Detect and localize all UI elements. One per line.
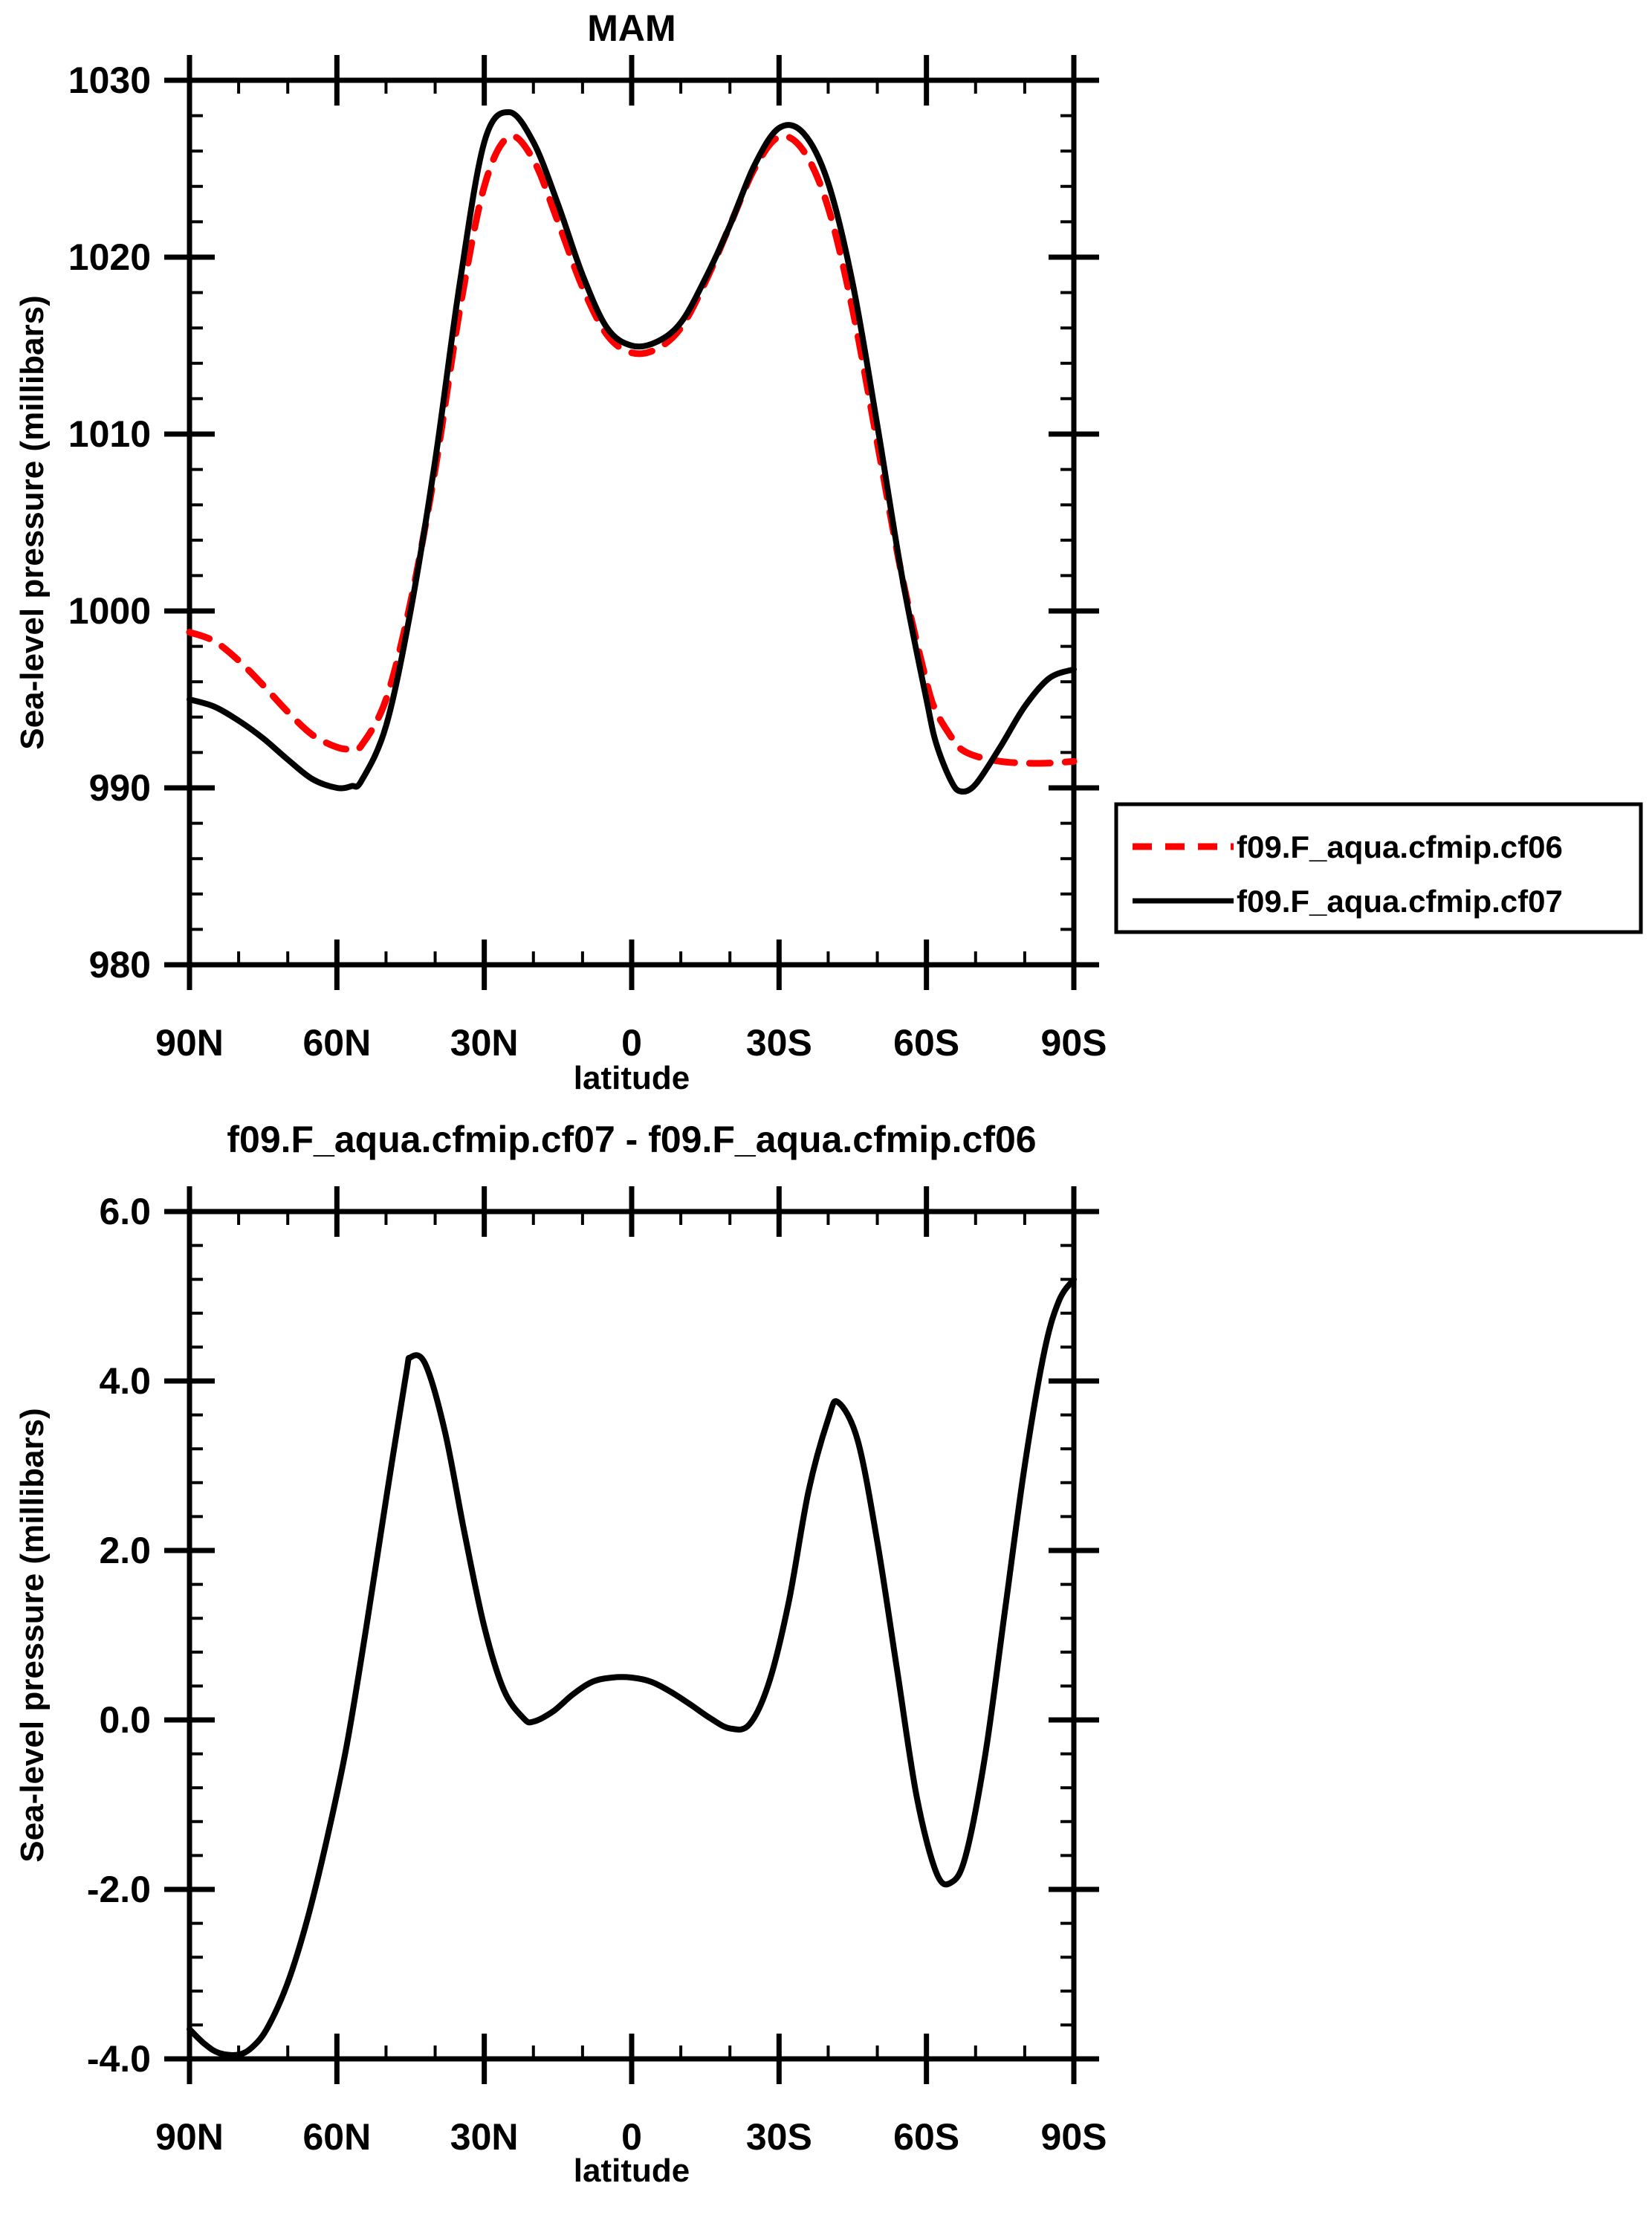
y-tick-label: 1000 [68, 590, 151, 632]
y-tick-label: 6.0 [99, 1191, 151, 1232]
plot-area-top [187, 77, 1077, 968]
y-tick-label: -4.0 [87, 2038, 151, 2080]
y-tick-label: 1020 [68, 236, 151, 278]
series-path-0 [187, 1276, 1077, 2058]
x-axis-label-bottom: latitude [574, 2153, 690, 2189]
x-tick-labels-top: 90N 60N 30N 0 30S 60S 90S [155, 1022, 1107, 1064]
legend-label-cf06: f09.F_aqua.cfmip.cf06 [1237, 829, 1563, 864]
y-tick-label: -2.0 [87, 1869, 151, 1910]
x-tick-label: 30N [450, 2116, 519, 2158]
legend-frame [1114, 802, 1643, 934]
series-group-top [186, 109, 1078, 795]
plot-frame-bottom [187, 1209, 1077, 2062]
chart-title-bottom: f09.F_aqua.cfmip.cf07 - f09.F_aqua.cfmip… [227, 1119, 1036, 1160]
y-tick-label: 1030 [68, 59, 151, 101]
series-group-bottom [187, 1276, 1077, 2058]
plot-frame-top [187, 77, 1077, 968]
x-tick-label: 0 [621, 1022, 642, 1064]
y-tick-labels-bottom: 6.0 4.0 2.0 0.0 -2.0 -4.0 [87, 1191, 151, 2080]
x-tick-label: 60S [893, 2116, 959, 2158]
legend-item-cf06[interactable]: f09.F_aqua.cfmip.cf06 [1133, 829, 1563, 864]
y-axis-label-bottom: Sea-level pressure (millibars) [14, 1408, 51, 1862]
x-tick-label: 30S [746, 1022, 812, 1064]
x-tick-label: 30S [746, 2116, 812, 2158]
chart-panel-top: MAM 1030 1020 1010 1000 990 980 90N 60N 30N 0 30S… [14, 7, 1643, 1096]
x-tick-label: 90N [155, 2116, 224, 2158]
series-path-0 [186, 132, 1078, 767]
x-tick-label: 0 [621, 2116, 642, 2158]
y-tick-labels-top: 1030 1020 1010 1000 990 980 [68, 59, 151, 986]
y-tick-label: 4.0 [99, 1360, 151, 1402]
x-tick-label: 90N [155, 1022, 224, 1064]
plot-area-bottom [187, 1209, 1077, 2062]
x-tick-label: 60S [893, 1022, 959, 1064]
y-tick-label: 0.0 [99, 1699, 151, 1741]
y-tick-label: 990 [89, 767, 151, 809]
y-axis-label-top: Sea-level pressure (millibars) [14, 295, 51, 749]
y-tick-label: 2.0 [99, 1530, 151, 1571]
axis-ticks-top [164, 55, 1099, 990]
x-tick-label: 90S [1041, 2116, 1107, 2158]
x-tick-label: 60N [302, 2116, 371, 2158]
series-path-1 [187, 109, 1077, 795]
x-tick-label: 30N [450, 1022, 519, 1064]
x-axis-label-top: latitude [574, 1060, 690, 1096]
x-tick-label: 90S [1041, 1022, 1107, 1064]
legend-item-cf07[interactable]: f09.F_aqua.cfmip.cf07 [1133, 884, 1563, 919]
x-tick-labels-bottom: 90N 60N 30N 0 30S 60S 90S [155, 2116, 1107, 2158]
x-tick-label: 60N [302, 1022, 371, 1064]
legend-label-cf07: f09.F_aqua.cfmip.cf07 [1237, 884, 1563, 919]
legend-box[interactable]: f09.F_aqua.cfmip.cf06 f09.F_aqua.cfmip.c… [1114, 802, 1643, 934]
chart-title-top: MAM [587, 7, 676, 49]
axis-ticks-bottom [164, 1186, 1099, 2084]
chart-panel-bottom: f09.F_aqua.cfmip.cf07 - f09.F_aqua.cfmip… [14, 1119, 1107, 2189]
y-tick-label: 980 [89, 944, 151, 986]
y-tick-label: 1010 [68, 413, 151, 455]
